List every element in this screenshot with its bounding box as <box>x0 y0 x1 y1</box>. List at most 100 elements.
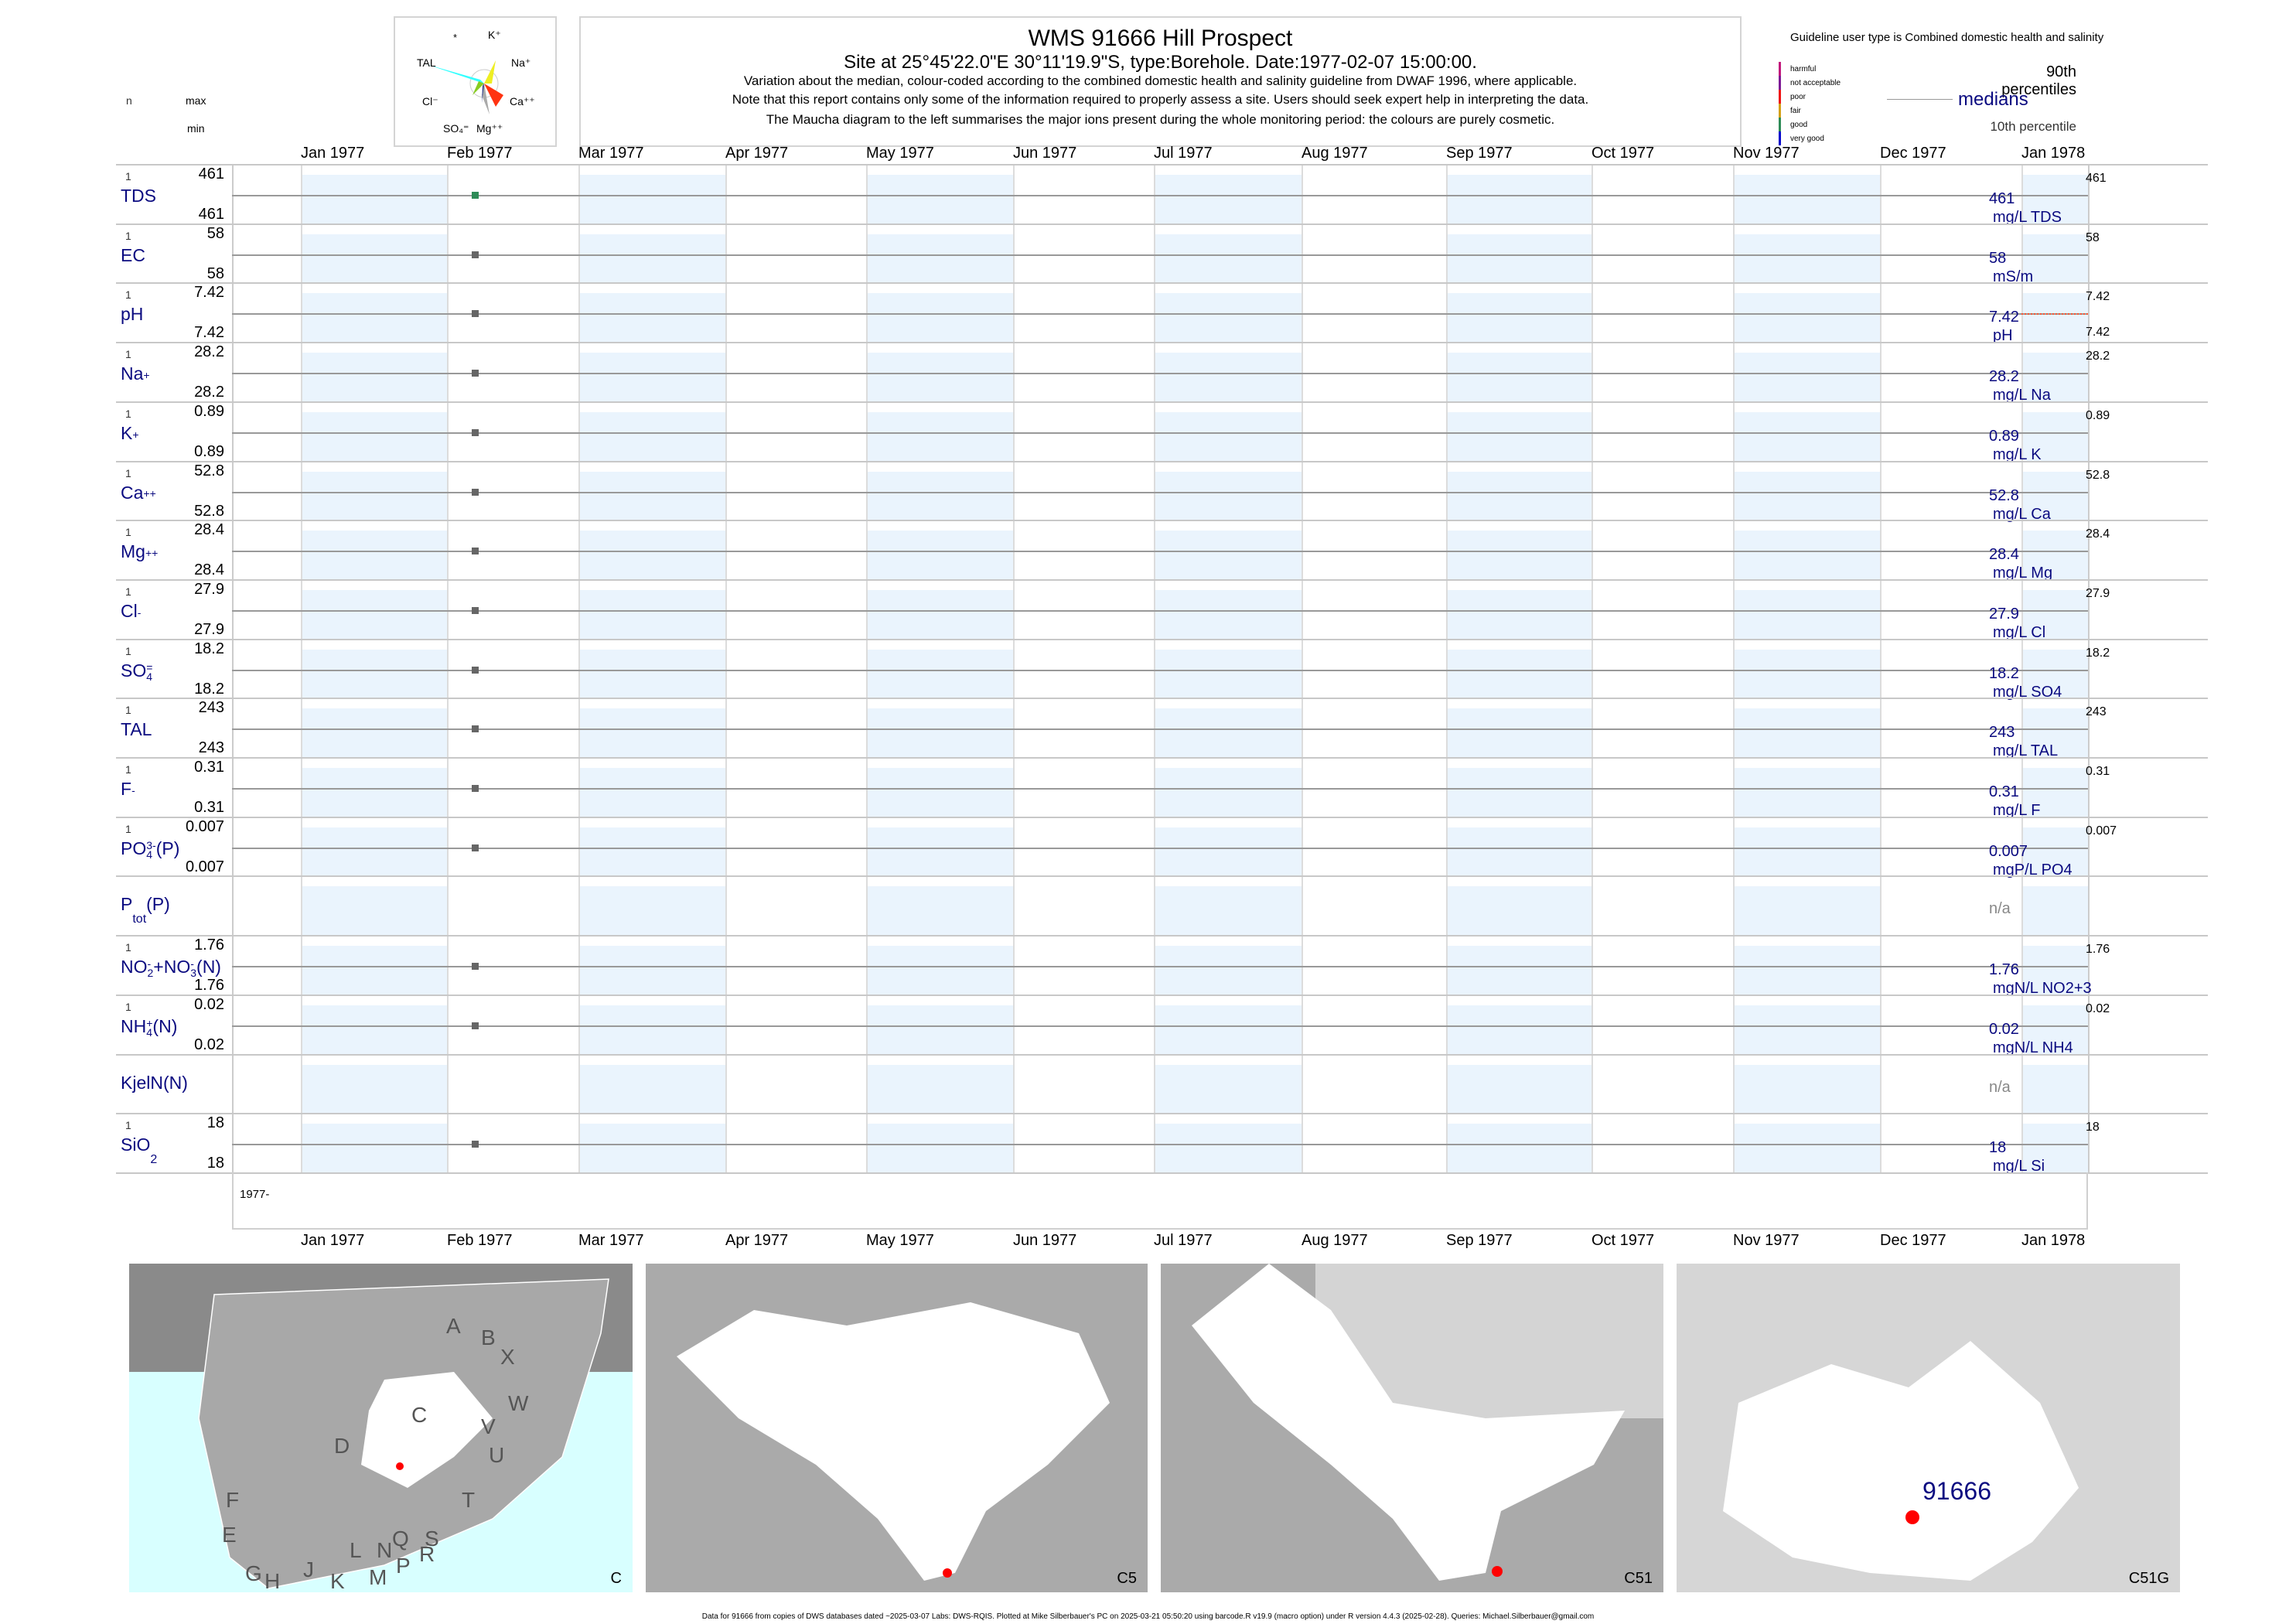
map-label-c: C <box>610 1570 622 1587</box>
sample-count: 1 <box>125 585 131 598</box>
unit-label: mgN/L NH4 <box>1993 1039 2073 1056</box>
median-value: 28.4 <box>1989 546 2019 564</box>
parameter-label: F- <box>121 779 135 800</box>
maucha-label-na: Na⁺ <box>511 56 531 69</box>
max-value: 0.02 <box>194 995 224 1013</box>
title-box: WMS 91666 Hill Prospect Site at 25°45'22… <box>579 16 1742 147</box>
month-tick-label: Oct 1977 <box>1592 145 1655 162</box>
month-shade <box>2021 827 2088 878</box>
region-letter: R <box>419 1542 435 1566</box>
month-shade <box>578 411 725 462</box>
legend-color-bar <box>1779 90 1781 104</box>
data-point <box>472 192 479 199</box>
month-shade <box>1733 353 1880 403</box>
map-label-c51g: C51G <box>2128 1570 2169 1587</box>
month-shade <box>1733 1124 1880 1174</box>
month-shade <box>1733 946 1880 996</box>
label-sup: = <box>146 660 153 674</box>
month-shade <box>301 649 447 700</box>
maucha-label-tal: TAL <box>417 56 436 69</box>
site-number-label: 91666 <box>1922 1477 1991 1505</box>
min-value: 28.4 <box>194 561 224 579</box>
legend-color-bar <box>1779 131 1781 145</box>
median-value: 28.2 <box>1989 368 2019 386</box>
month-gridline <box>1013 1055 1015 1115</box>
region-letter: J <box>303 1557 314 1581</box>
p90-value: 28.2 <box>2086 350 2110 363</box>
month-shade <box>1446 768 1592 818</box>
month-gridline <box>578 1055 580 1115</box>
p90-value: 7.42 <box>2086 290 2110 304</box>
p90-value: 18.2 <box>2086 646 2110 660</box>
min-value: 7.42 <box>194 324 224 342</box>
max-value: 27.9 <box>194 580 224 598</box>
month-shade <box>578 293 725 344</box>
month-shade <box>301 471 447 522</box>
plot-border <box>2088 343 2090 403</box>
median-value: 0.89 <box>1989 427 2019 445</box>
month-shade <box>1154 708 1302 759</box>
month-shade <box>1446 471 1592 522</box>
max-value: 243 <box>198 699 224 717</box>
month-shade <box>866 589 1013 640</box>
month-shade <box>2021 1005 2088 1056</box>
min-value: 58 <box>206 264 224 282</box>
month-shade <box>578 1005 725 1056</box>
month-shade <box>1446 708 1592 759</box>
unit-label: mS/m <box>1993 268 2034 285</box>
maucha-label-cl: Cl⁻ <box>422 95 438 107</box>
region-letter: T <box>462 1488 476 1512</box>
month-gridline <box>447 877 449 937</box>
unit-label: mgP/L PO4 <box>1993 861 2073 879</box>
label-scripts: 2 <box>150 1153 157 1165</box>
median-value: 1.76 <box>1989 961 2019 979</box>
month-tick-label: Mar 1977 <box>578 145 644 162</box>
legend-color-bar <box>1779 76 1781 90</box>
month-shade <box>2021 649 2088 700</box>
month-tick-label: Oct 1977 <box>1592 1232 1655 1249</box>
month-tick-label: Jan 1977 <box>301 1232 365 1249</box>
label-text: Mg <box>121 541 145 562</box>
month-shade <box>578 708 725 759</box>
parameter-row-kjeln: KjelN(N) n/a <box>116 1053 2208 1115</box>
region-letter: N <box>377 1538 393 1562</box>
month-shade <box>1154 946 1302 996</box>
unit-label: mg/L TDS <box>1993 209 2062 226</box>
month-tick-label: Sep 1977 <box>1446 145 1513 162</box>
month-shade <box>1446 531 1592 581</box>
month-shade <box>301 886 447 937</box>
month-shade <box>1446 1124 1592 1174</box>
parameter-row-tds: TDS 1 461 461 461 mg/L TDS 461 <box>116 164 2208 226</box>
month-tick-label: Jan 1978 <box>2021 1232 2086 1249</box>
median-value: 7.42 <box>1989 309 2019 326</box>
year-label: 1977- <box>240 1187 270 1201</box>
data-point <box>472 428 479 436</box>
month-shade <box>1733 708 1880 759</box>
sample-count: 1 <box>125 941 131 954</box>
parameter-label: Na + <box>121 363 150 384</box>
label-text: SiO <box>121 1134 151 1155</box>
month-tick-label: Jul 1977 <box>1154 145 1213 162</box>
parameter-label: TDS <box>121 186 156 206</box>
bottom-axis-border <box>116 1172 2208 1174</box>
label-text: EC <box>121 244 145 265</box>
max-value: 18.2 <box>194 640 224 657</box>
maucha-label-k: K⁺ <box>488 29 501 41</box>
region-letter: M <box>369 1565 387 1589</box>
sample-count: 1 <box>125 822 131 835</box>
month-gridline <box>2021 877 2023 937</box>
map-panel-c51g: 91666 C51G <box>1677 1264 2180 1592</box>
region-letter: L <box>350 1538 362 1562</box>
legend-p10: 10th percentile <box>1990 119 2076 134</box>
month-shade <box>2021 234 2088 285</box>
month-shade <box>2021 768 2088 818</box>
month-shade <box>301 353 447 403</box>
month-shade <box>578 886 725 937</box>
legend-class-label: fair <box>1790 107 1801 115</box>
parameter-label: TAL <box>121 719 152 740</box>
median-line <box>232 609 2088 612</box>
month-tick-label: Nov 1977 <box>1733 145 1800 162</box>
label-sup: + <box>146 1016 153 1029</box>
label-sup: 3- <box>146 838 156 851</box>
max-value: 461 <box>198 165 224 183</box>
